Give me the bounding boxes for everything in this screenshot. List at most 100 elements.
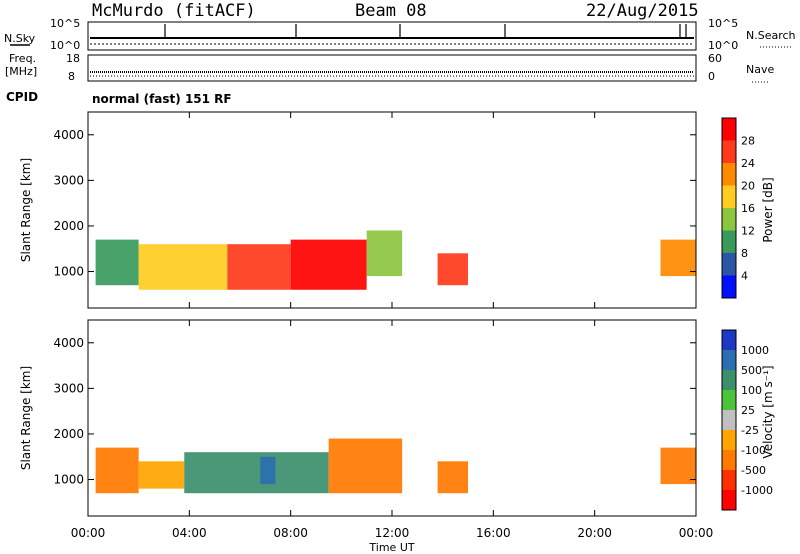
velocity-colorbar-frame (721, 329, 737, 511)
power-ylabel: Slant Range [km] (19, 158, 33, 262)
velocity-colorbar-tick-label: -25 (741, 424, 759, 437)
velocity-colorbar-tick-label: 25 (741, 404, 755, 417)
date-title: 22/Aug/2015 (586, 1, 699, 21)
nave-tick-bottom: 0 (708, 70, 715, 83)
nsky-label: N.Sky (4, 32, 36, 45)
power-colorbar-swatch (722, 230, 736, 253)
power-colorbar-swatch (722, 140, 736, 163)
y-tick-label: 1000 (53, 265, 84, 279)
time-axis: 00:00 04:00 08:00 12:00 16:00 20:00 00:00 (71, 112, 714, 540)
velocity-colorbar-tick-label: -500 (741, 464, 766, 477)
power-echo-region (138, 244, 228, 290)
x-axis-label: Time UT (368, 541, 414, 554)
freq-trace (90, 71, 694, 77)
power-colorbar-swatch (722, 208, 736, 231)
power-colorbar-tick-label: 4 (741, 270, 748, 283)
power-colorbar-tick-label: 20 (741, 180, 755, 193)
freq-label: Freq. (9, 52, 36, 65)
nsearch-tick-top: 10^5 (708, 17, 738, 30)
x-tick-label: 00:00 (679, 526, 714, 540)
y-tick-label: 4000 (53, 128, 84, 142)
y-tick-label: 4000 (53, 336, 84, 350)
velocity-colorbar-swatch (722, 370, 736, 390)
power-colorbar-frame (721, 117, 737, 299)
power-echo-region (660, 239, 696, 277)
nsky-frame (87, 21, 697, 51)
velocity-y-axis: 1000 2000 3000 4000 (53, 336, 696, 487)
station-title: McMurdo (fitACF) (92, 1, 256, 21)
freq-frame (87, 54, 697, 82)
nsky-tick-bottom: 10^0 (50, 39, 80, 52)
velocity-echo-region (660, 447, 696, 485)
y-tick-label: 2000 (53, 427, 84, 441)
velocity-colorbar-swatch (722, 330, 736, 350)
nsky-tick-top: 10^5 (50, 17, 80, 30)
nsky-trace (90, 24, 694, 45)
y-tick-label: 3000 (53, 173, 84, 187)
velocity-echo-region (184, 452, 329, 494)
freq-unit: [MHz] (5, 65, 37, 78)
power-colorbar-tick-label: 24 (741, 157, 755, 170)
velocity-echo-region (260, 456, 276, 485)
x-tick-label: 20:00 (577, 526, 612, 540)
power-colorbar: 28 24 20 16 12 8 4 (721, 117, 755, 299)
velocity-colorbar-swatch (722, 350, 736, 370)
freq-tick-top: 18 (66, 52, 80, 65)
x-tick-label: 12:00 (375, 526, 410, 540)
power-colorbar-swatch (722, 163, 736, 186)
velocity-panel: 1000 2000 3000 4000 Slant Range [km] (19, 319, 697, 517)
x-tick-label: 04:00 (172, 526, 207, 540)
y-tick-label: 2000 (53, 219, 84, 233)
y-tick-label: 1000 (53, 473, 84, 487)
velocity-colorbar-swatch (722, 430, 736, 450)
velocity-echo-region (437, 461, 468, 494)
freq-tick-bottom: 8 (68, 70, 75, 83)
nave-tick-top: 60 (708, 52, 722, 65)
velocity-colorbar-swatch (722, 410, 736, 430)
nave-label: Nave (746, 63, 774, 76)
power-colorbar-tick-label: 12 (741, 225, 755, 238)
x-tick-label: 00:00 (71, 526, 106, 540)
power-panel: 1000 2000 3000 4000 Slant Range [km] (19, 111, 697, 309)
velocity-colorbar-label: Velocity [m s⁻¹] (761, 365, 775, 458)
velocity-colorbar-tick-label: 100 (741, 384, 762, 397)
velocity-colorbar-tick-label: 500 (741, 364, 762, 377)
cpid-label: CPID (6, 90, 38, 104)
power-echo-region (437, 253, 468, 286)
power-colorbar-swatch (722, 275, 736, 298)
x-tick-label: 08:00 (273, 526, 308, 540)
power-colorbar-swatch (722, 118, 736, 141)
nsky-panel: N.Sky 10^5 10^0 10^5 10^0 N.Search (4, 17, 796, 52)
power-y-axis: 1000 2000 3000 4000 (53, 128, 696, 279)
power-colorbar-swatch (722, 185, 736, 208)
velocity-echo-region (328, 438, 403, 494)
velocity-colorbar: 1000 500 100 25 -25 -100 -500 -1000 (721, 329, 773, 511)
velocity-colorbar-tick-label: -1000 (741, 484, 773, 497)
velocity-colorbar-swatch (722, 470, 736, 490)
nsearch-label: N.Search (746, 29, 796, 42)
power-echo-region (227, 244, 291, 290)
power-colorbar-swatch (722, 253, 736, 276)
x-tick-label: 16:00 (476, 526, 511, 540)
beam-title: Beam 08 (355, 1, 427, 21)
velocity-echo-region (95, 447, 139, 494)
power-echo-region (366, 230, 403, 277)
power-echoes (95, 230, 696, 290)
velocity-echo-region (138, 461, 185, 489)
velocity-colorbar-swatch (722, 450, 736, 470)
velocity-echoes (95, 438, 696, 494)
freq-panel: Freq. [MHz] 18 8 60 0 Nave (5, 52, 774, 83)
y-tick-label: 3000 (53, 381, 84, 395)
nsearch-tick-bottom: 10^0 (708, 39, 738, 52)
power-colorbar-label: Power [dB] (761, 177, 775, 242)
velocity-ylabel: Slant Range [km] (19, 366, 33, 470)
power-echo-region (290, 239, 367, 290)
velocity-colorbar-tick-label: 1000 (741, 344, 769, 357)
velocity-colorbar-swatch (722, 490, 736, 510)
velocity-colorbar-tick-label: -100 (741, 444, 766, 457)
power-colorbar-tick-label: 8 (741, 247, 748, 260)
velocity-colorbar-swatch (722, 390, 736, 410)
power-colorbar-tick-label: 28 (741, 135, 755, 148)
cpid-text: normal (fast) 151 RF (92, 92, 232, 106)
